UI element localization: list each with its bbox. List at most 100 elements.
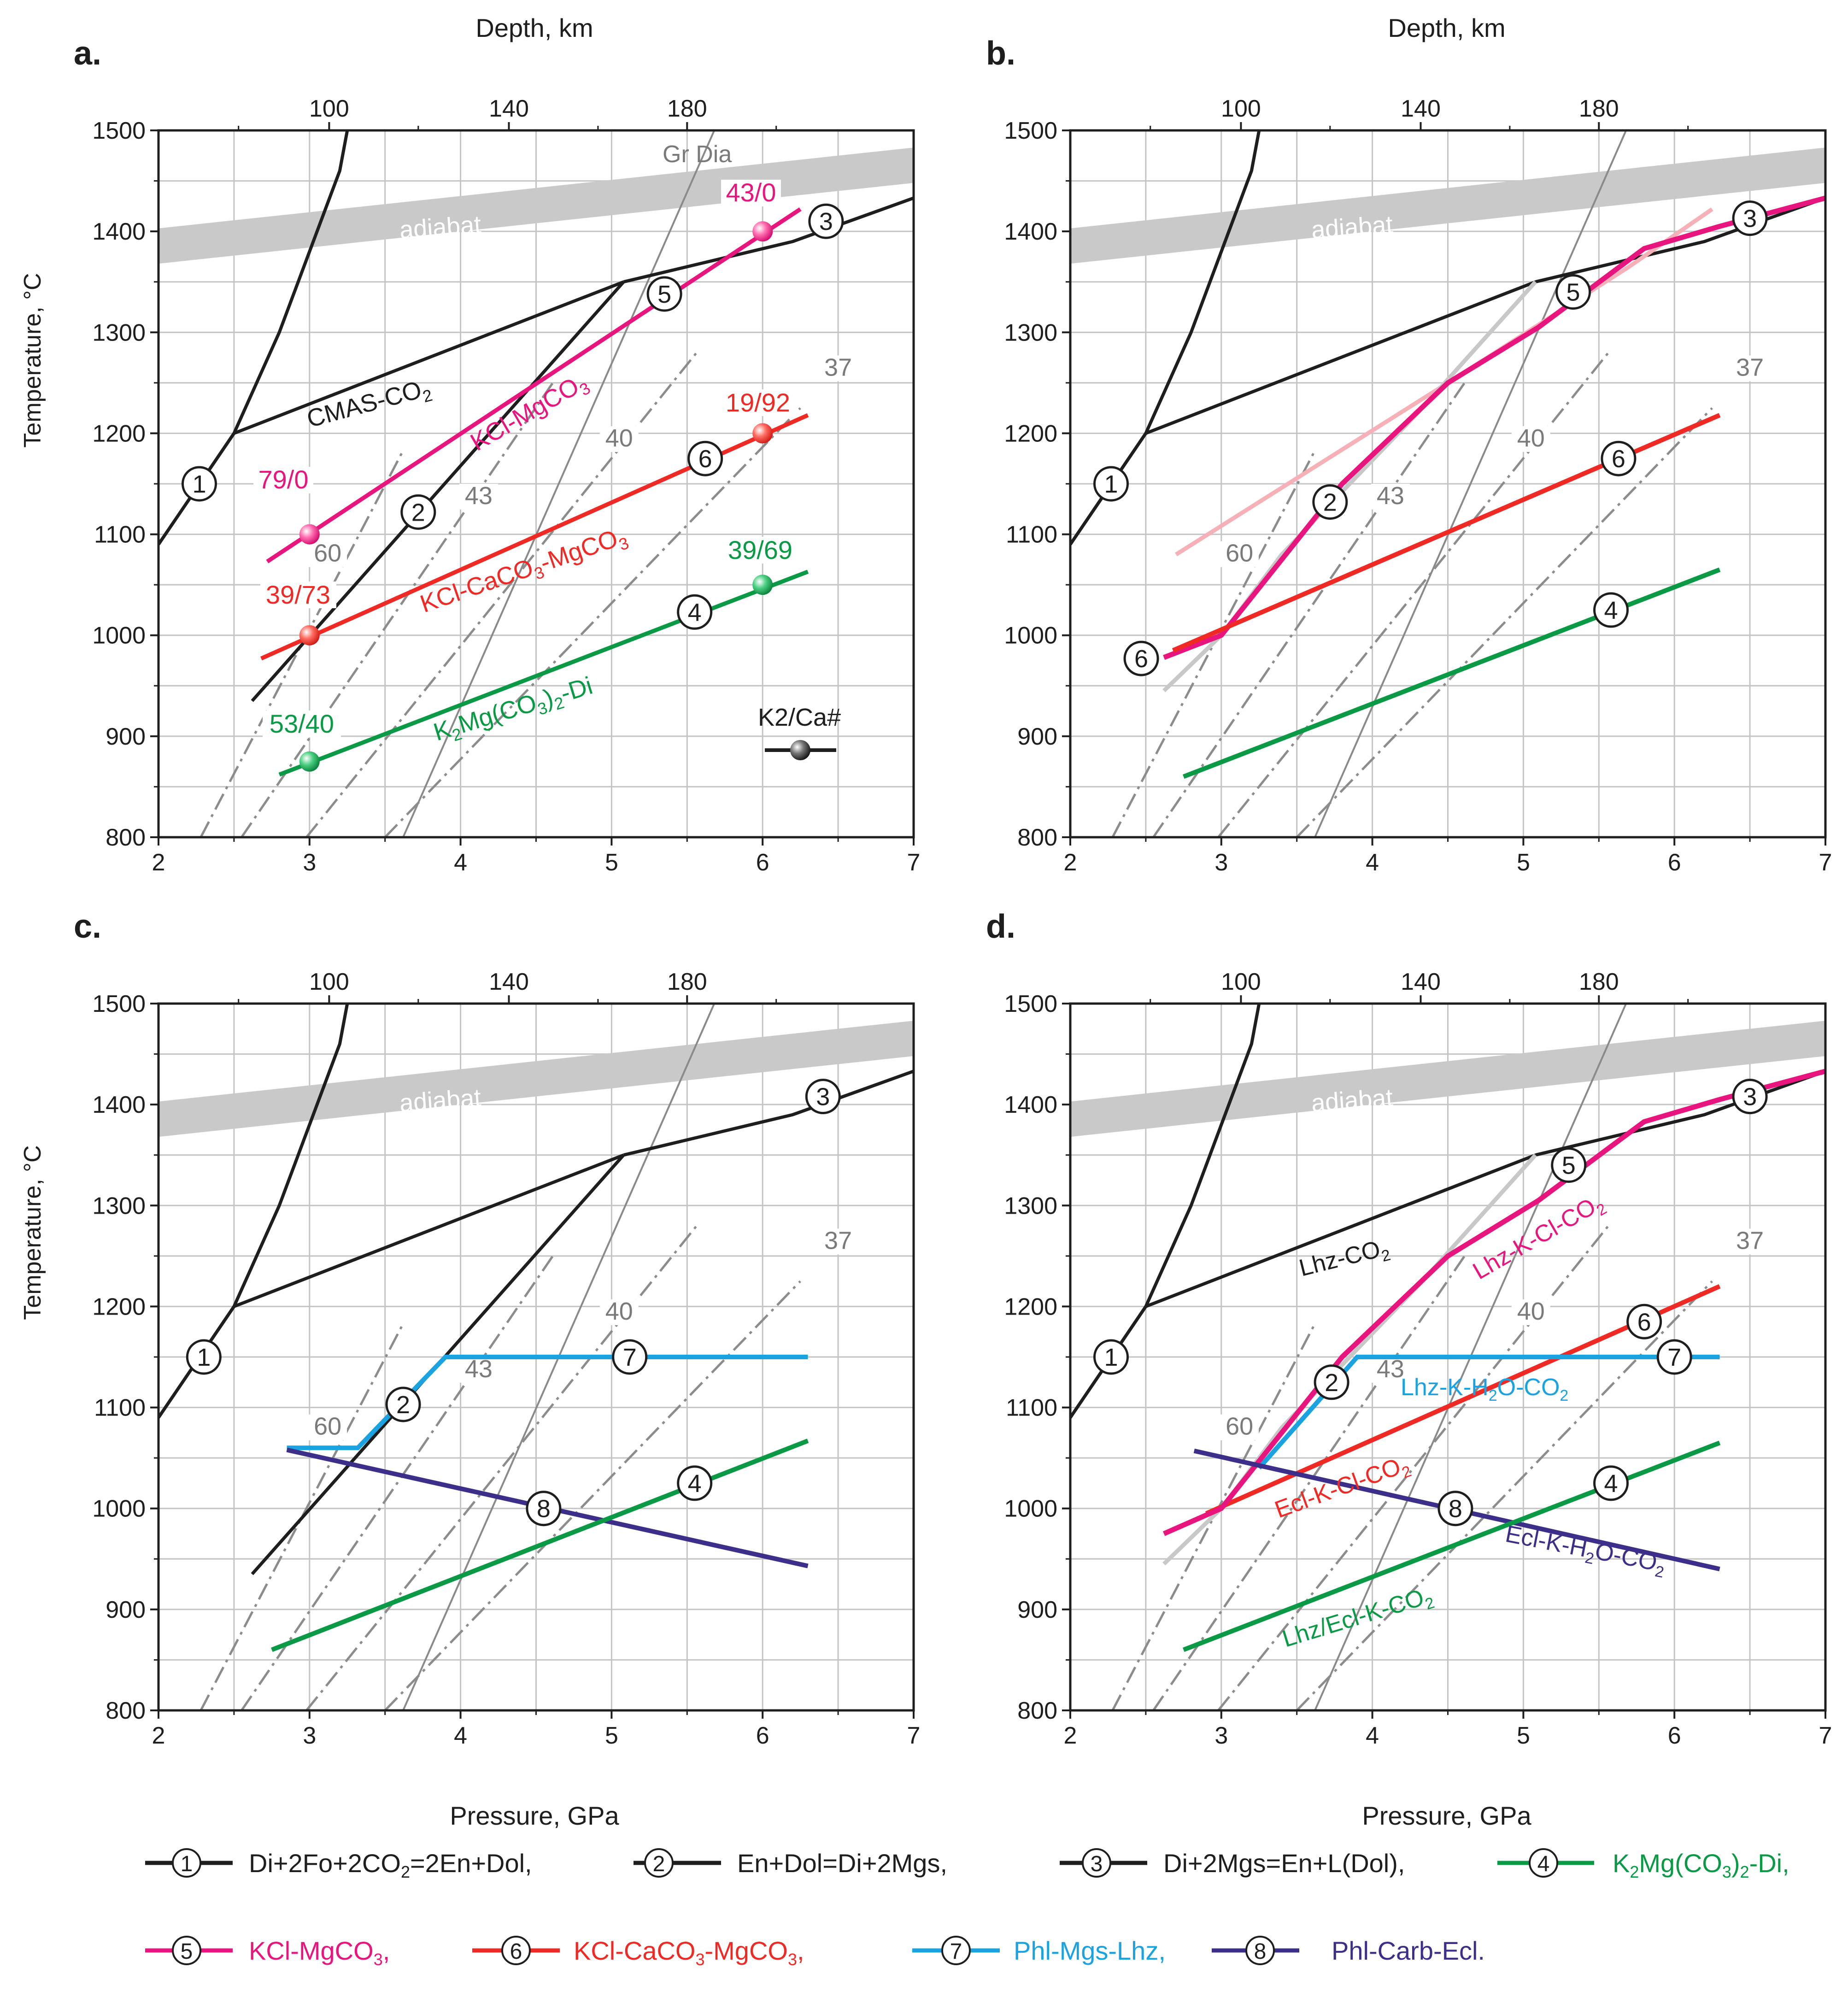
y-tick-label: 900: [1017, 1597, 1057, 1623]
reaction-marker-number: 6: [1612, 445, 1625, 473]
reaction-marker-8: [526, 1491, 562, 1527]
data-point-79-0: [299, 524, 320, 545]
x-tick-label: 6: [1668, 849, 1681, 876]
legend-text-1: Di+2Fo+2CO2=2En+Dol,: [249, 1849, 532, 1881]
y-tick-label: 1100: [94, 522, 146, 548]
kcl-mgco3-label: KCl-MgCO3: [466, 368, 593, 459]
geotherm-label-bg: [308, 541, 347, 567]
geotherm-60: [1111, 1323, 1316, 1710]
x-tick-label: 7: [907, 849, 921, 876]
y-tick-label: 1000: [1004, 623, 1057, 649]
reaction-marker-4: [677, 594, 713, 630]
lhz-k-h2o-co2-label: Lhz-K-H2O-CO2: [1401, 1374, 1568, 1404]
k2mg-co3-di-line: [1182, 567, 1721, 779]
reaction-marker-1: [1093, 1339, 1129, 1375]
geotherm-label-43: 43: [1377, 1355, 1404, 1383]
depth-tick-label: 100: [309, 95, 349, 122]
reaction-1-line: [1070, 130, 1261, 546]
geotherm-label-43: 43: [465, 1355, 493, 1383]
legend-number-5: 5: [181, 1939, 193, 1964]
reaction-marker-1: [1093, 466, 1129, 502]
y-tick-label: 800: [106, 824, 146, 851]
ticks-b: 800 900 1000 1100 1200 1300 1400 1500 2 3 4 5 6 7 100 1…: [1004, 95, 1832, 876]
geotherm-label-37: 37: [824, 354, 852, 382]
frame-d: [1069, 1002, 1827, 1712]
cmas-co2-line: [1145, 280, 1536, 435]
reaction-marker-number: 5: [1562, 1152, 1576, 1180]
geotherm-label-bg: [459, 1357, 498, 1383]
y-tick-label: 1400: [1004, 218, 1057, 245]
geotherm-label-40: 40: [605, 424, 633, 452]
adiabat-band: [1070, 1021, 1825, 1137]
legend-item-3: 3 Di+2Mgs=En+L(Dol),: [1060, 1848, 1405, 1878]
series-b: [1162, 195, 1825, 779]
reaction-1-line: [158, 1004, 349, 1419]
reaction-marker-number: 7: [623, 1344, 637, 1371]
reaction-marker-2: [385, 1386, 421, 1422]
reaction-marker-number: 6: [1637, 1308, 1651, 1336]
y-tick-label: 800: [1017, 1697, 1057, 1724]
reaction-marker-number: 1: [1104, 470, 1118, 498]
y-tick-label: 1500: [92, 117, 146, 144]
kcl-caco3-mgco3-label: KCl-CaCO3-MgCO3: [417, 522, 631, 622]
legend-item-5: 5 KCl-MgCO3,: [145, 1936, 390, 1969]
geotherm-label-43: 43: [1377, 482, 1404, 510]
data-point-19-92: [752, 423, 773, 444]
adiabat-band: [158, 1021, 914, 1137]
y-tick-label: 900: [1017, 723, 1057, 750]
geotherm-label-bg: [308, 1414, 347, 1440]
reaction-3-line: [623, 1069, 914, 1157]
x-tick-label: 4: [1366, 1722, 1379, 1749]
label-bg: [721, 537, 799, 564]
reaction-marker-number: 1: [192, 470, 206, 498]
y-tick-label: 1400: [1004, 1092, 1057, 1118]
reaction-marker-number: 4: [688, 599, 702, 626]
reaction-markers-c: 1 2 3 7 4 8: [186, 1079, 841, 1527]
y-tick-label: 1400: [92, 218, 146, 245]
x-tick-label: 3: [303, 1722, 316, 1749]
reaction-marker-number: 6: [698, 445, 712, 473]
cmas-co2-line: [233, 280, 624, 435]
reaction-marker-number: 4: [1604, 1470, 1618, 1498]
geotherm-label-37: 37: [1736, 1227, 1764, 1255]
x-tick-label: 3: [1214, 849, 1228, 876]
reaction-marker-number: 1: [197, 1344, 211, 1371]
series-a: [260, 207, 809, 777]
cmas-co2-line: [233, 1153, 624, 1308]
x-tick-label: 7: [1819, 1722, 1832, 1749]
reaction-2-gray-trend: [1162, 1153, 1537, 1566]
legend-marker-5: [172, 1936, 201, 1965]
reaction-marker-4: [1593, 1465, 1629, 1501]
x-axis-label-c: Pressure, GPa: [450, 1801, 619, 1830]
geotherm-label-bg: [1731, 1228, 1770, 1255]
x-tick-label: 3: [303, 849, 316, 876]
x-tick-label: 4: [454, 849, 467, 876]
grid-b: [1070, 130, 1825, 837]
legend-number-7: 7: [950, 1939, 962, 1964]
label-bg: [253, 467, 313, 493]
legend-item-8: 8 Phl-Carb-Ecl.: [1212, 1936, 1485, 1965]
geotherm-37: [1296, 1280, 1713, 1710]
reaction-marker-2: [400, 494, 436, 530]
reaction-marker-3: [805, 1079, 841, 1115]
reaction-2-gray-trend: [1162, 280, 1537, 693]
legend-number-6: 6: [510, 1939, 522, 1964]
geotherm-37: [1296, 407, 1713, 837]
geotherm-label-bg: [599, 426, 639, 452]
cmas-co2-line: [1145, 1153, 1536, 1308]
label-19-92: 19/92: [726, 388, 790, 417]
kcl-mgco3-line: [1163, 195, 1825, 660]
reaction-marker-number: 5: [1566, 279, 1580, 306]
reaction-marker-number: 4: [688, 1470, 702, 1498]
y-tick-label: 1200: [1004, 420, 1057, 447]
reaction-marker-number: 8: [537, 1495, 551, 1523]
y-tick-label: 1200: [92, 1293, 146, 1320]
data-point-39-69: [752, 575, 773, 595]
x-tick-label: 2: [1064, 849, 1077, 876]
geotherm-label-60: 60: [1226, 540, 1253, 567]
x-tick-label: 2: [152, 1722, 165, 1749]
geotherm-label-40: 40: [1517, 424, 1545, 452]
y-tick-label: 900: [106, 723, 146, 750]
